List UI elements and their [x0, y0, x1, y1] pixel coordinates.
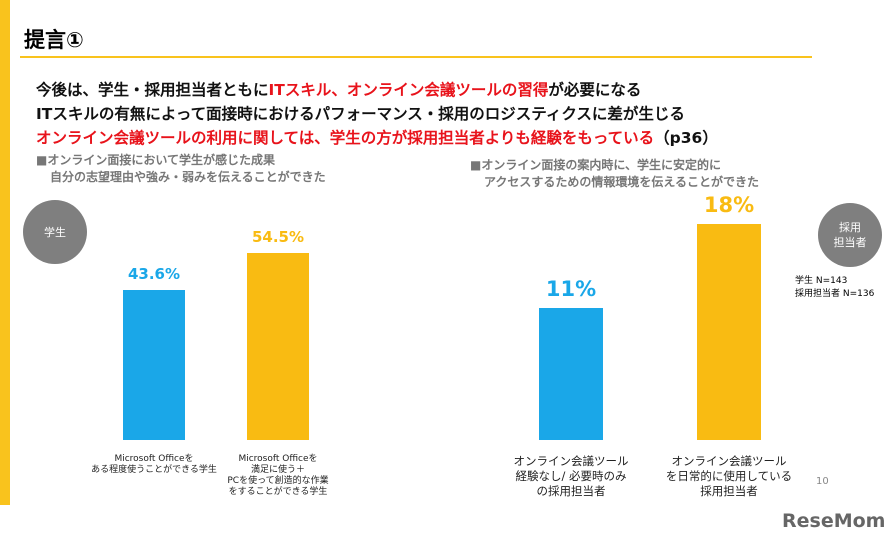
message-line: オンライン会議ツールの利用に関しては、学生の方が採用担当者よりも経験をもっている…	[36, 126, 718, 148]
value-label: 54.5%	[251, 227, 305, 246]
page-number: 10	[816, 476, 829, 487]
message-segment: （p36）	[654, 129, 718, 147]
bar	[247, 252, 309, 440]
side-strip	[0, 0, 10, 505]
category-label: オンライン会議ツール 経験なし/ 必要時のみ の採用担当者	[513, 454, 629, 498]
chart-subtitle: 自分の志望理由や強み・弱みを伝えることができた	[50, 170, 326, 184]
bar	[697, 224, 761, 440]
message-segment: ITスキル、オンライン会議ツールの習得	[268, 81, 549, 99]
message-segment: ITスキルの有無によって面接時におけるパフォーマンス・採用のロジスティクスに差が…	[36, 105, 685, 123]
value-label: 11%	[545, 277, 597, 301]
message-segment: が必要になる	[548, 81, 642, 99]
message-segment: オンライン会議ツールの利用に関しては、学生の方が採用担当者よりも経験をもっている	[36, 129, 655, 147]
value-label: 43.6%	[127, 265, 181, 284]
chart-subtitle: ■オンライン面接において学生が感じた成果	[36, 153, 275, 167]
slide-title: 提言①	[24, 28, 84, 52]
message-line: 今後は、学生・採用担当者ともにITスキル、オンライン会議ツールの習得が必要になる	[36, 78, 641, 100]
category-label: オンライン会議ツール を日常的に使用している 採用担当者	[665, 454, 793, 498]
message-line: ITスキルの有無によって面接時におけるパフォーマンス・採用のロジスティクスに差が…	[36, 102, 685, 124]
note: 学生 N=143	[795, 276, 848, 286]
message-segment: 今後は、学生・採用担当者ともに	[36, 81, 269, 99]
bar	[123, 290, 185, 440]
note: 採用担当者 N=136	[795, 289, 875, 299]
value-label: 18%	[703, 193, 755, 217]
category-label: Microsoft Officeを 満足に使う＋ PCを使って創造的な作業 をす…	[227, 454, 329, 497]
chart-subtitle: ■オンライン面接の案内時に、学生に安定的に	[470, 158, 721, 172]
title-rule	[20, 56, 812, 58]
chart-subtitle: アクセスするための情報環境を伝えることができた	[484, 175, 760, 189]
bar	[539, 308, 603, 440]
logo: ReseMom	[782, 510, 886, 532]
category-label: Microsoft Officeを ある程度使うことができる学生	[91, 454, 217, 475]
badge: 学生	[23, 200, 87, 264]
badge: 採用 担当者	[818, 203, 882, 267]
